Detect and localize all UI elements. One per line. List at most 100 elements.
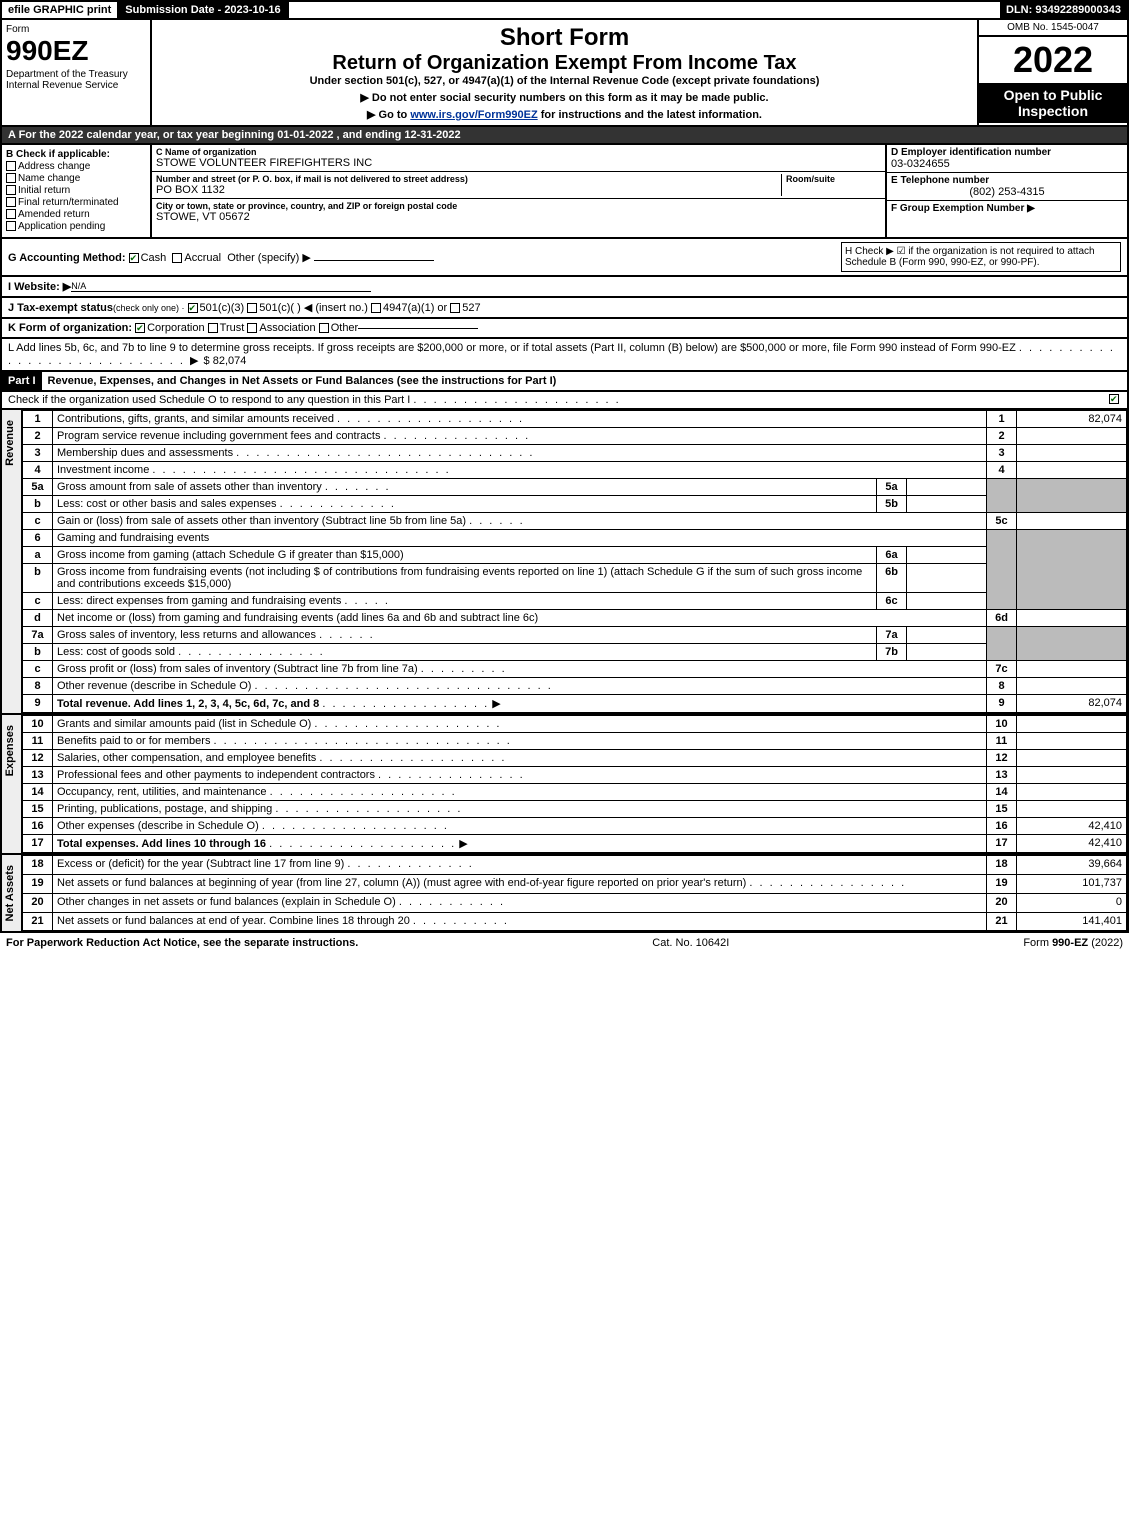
k-label: K Form of organization: bbox=[8, 322, 132, 334]
cb-name-change[interactable]: Name change bbox=[6, 173, 146, 184]
line-1: 1Contributions, gifts, grants, and simil… bbox=[23, 411, 1127, 428]
dln: DLN: 93492289000343 bbox=[1000, 2, 1127, 18]
phone-cell: E Telephone number (802) 253-4315 bbox=[887, 173, 1127, 201]
open-inspection: Open to Public Inspection bbox=[979, 83, 1127, 123]
room-label: Room/suite bbox=[786, 174, 881, 184]
line-7a: 7aGross sales of inventory, less returns… bbox=[23, 627, 1127, 644]
line-6: 6Gaming and fundraising events bbox=[23, 530, 1127, 547]
efile-label[interactable]: efile GRAPHIC print bbox=[2, 2, 119, 18]
cb-trust[interactable] bbox=[208, 323, 218, 333]
other-specify-line bbox=[314, 260, 434, 261]
row-g-h: G Accounting Method: Cash Accrual Other … bbox=[0, 239, 1129, 277]
header-center: Short Form Return of Organization Exempt… bbox=[152, 20, 977, 125]
ein-label: D Employer identification number bbox=[891, 147, 1123, 158]
line-14: 14Occupancy, rent, utilities, and mainte… bbox=[23, 784, 1127, 801]
row-g: G Accounting Method: Cash Accrual Other … bbox=[8, 251, 434, 264]
footer-left: For Paperwork Reduction Act Notice, see … bbox=[6, 937, 358, 949]
part1-label: Part I bbox=[2, 372, 42, 390]
short-form: Short Form bbox=[156, 24, 973, 52]
footer: For Paperwork Reduction Act Notice, see … bbox=[0, 933, 1129, 953]
group-exemption-cell: F Group Exemption Number ▶ bbox=[887, 201, 1127, 216]
form-word: Form bbox=[6, 24, 146, 35]
line-6a: aGross income from gaming (attach Schedu… bbox=[23, 547, 1127, 564]
line-10: 10Grants and similar amounts paid (list … bbox=[23, 716, 1127, 733]
org-name: STOWE VOLUNTEER FIREFIGHTERS INC bbox=[156, 157, 881, 169]
opt-4947: 4947(a)(1) or bbox=[383, 302, 447, 314]
header-left: Form 990EZ Department of the Treasury In… bbox=[2, 20, 152, 125]
line-18: 18Excess or (deficit) for the year (Subt… bbox=[23, 856, 1127, 875]
line-19: 19Net assets or fund balances at beginni… bbox=[23, 874, 1127, 893]
opt-accrual: Accrual bbox=[184, 252, 221, 264]
line-20: 20Other changes in net assets or fund ba… bbox=[23, 893, 1127, 912]
org-name-cell: C Name of organization STOWE VOLUNTEER F… bbox=[152, 145, 885, 172]
line-8: 8Other revenue (describe in Schedule O) … bbox=[23, 678, 1127, 695]
row-j: J Tax-exempt status (check only one) · 5… bbox=[0, 298, 1129, 319]
line-7b: bLess: cost of goods sold . . . . . . . … bbox=[23, 644, 1127, 661]
cb-address-change[interactable]: Address change bbox=[6, 161, 146, 172]
schedule-o-dots: . . . . . . . . . . . . . . . . . . . . … bbox=[413, 394, 620, 406]
line-17: 17Total expenses. Add lines 10 through 1… bbox=[23, 835, 1127, 853]
street: PO BOX 1132 bbox=[156, 184, 781, 196]
header-right: OMB No. 1545-0047 2022 Open to Public In… bbox=[977, 20, 1127, 125]
row-l: L Add lines 5b, 6c, and 7b to line 9 to … bbox=[0, 339, 1129, 372]
cb-accrual[interactable] bbox=[172, 253, 182, 263]
cb-schedule-o[interactable] bbox=[1109, 394, 1119, 404]
schedule-o-check: Check if the organization used Schedule … bbox=[0, 392, 1129, 410]
form-title: Return of Organization Exempt From Incom… bbox=[156, 52, 973, 75]
cb-other-org[interactable] bbox=[319, 323, 329, 333]
line-2: 2Program service revenue including gover… bbox=[23, 428, 1127, 445]
cb-assoc[interactable] bbox=[247, 323, 257, 333]
goto-note: ▶ Go to www.irs.gov/Form990EZ for instru… bbox=[156, 108, 973, 121]
cb-amended-return[interactable]: Amended return bbox=[6, 209, 146, 220]
expenses-table: 10Grants and similar amounts paid (list … bbox=[22, 715, 1127, 853]
revenue-table: 1Contributions, gifts, grants, and simil… bbox=[22, 410, 1127, 713]
netassets-table: 18Excess or (deficit) for the year (Subt… bbox=[22, 855, 1127, 931]
form-subtitle: Under section 501(c), 527, or 4947(a)(1)… bbox=[156, 75, 973, 87]
opt-501c3: 501(c)(3) bbox=[200, 302, 245, 314]
l-amount: $ 82,074 bbox=[204, 355, 247, 367]
street-cell: Number and street (or P. O. box, if mail… bbox=[152, 172, 885, 199]
revenue-vlabel: Revenue bbox=[2, 410, 22, 713]
goto-post: for instructions and the latest informat… bbox=[538, 109, 762, 121]
irs-link[interactable]: www.irs.gov/Form990EZ bbox=[410, 109, 537, 121]
section-bcdef: B Check if applicable: Address change Na… bbox=[0, 145, 1129, 239]
j-label: J Tax-exempt status bbox=[8, 302, 113, 314]
cb-501c3[interactable] bbox=[188, 303, 198, 313]
opt-assoc: Association bbox=[259, 322, 315, 334]
l-text: L Add lines 5b, 6c, and 7b to line 9 to … bbox=[8, 342, 1016, 354]
cb-application-pending[interactable]: Application pending bbox=[6, 221, 146, 232]
line-21: 21Net assets or fund balances at end of … bbox=[23, 912, 1127, 931]
cb-corp[interactable] bbox=[135, 323, 145, 333]
tax-year: 2022 bbox=[979, 37, 1127, 83]
line-12: 12Salaries, other compensation, and empl… bbox=[23, 750, 1127, 767]
cb-527[interactable] bbox=[450, 303, 460, 313]
ein-cell: D Employer identification number 03-0324… bbox=[887, 145, 1127, 173]
cb-4947[interactable] bbox=[371, 303, 381, 313]
line-3: 3Membership dues and assessments . . . .… bbox=[23, 445, 1127, 462]
line-13: 13Professional fees and other payments t… bbox=[23, 767, 1127, 784]
cb-cash[interactable] bbox=[129, 253, 139, 263]
line-9: 9Total revenue. Add lines 1, 2, 3, 4, 5c… bbox=[23, 695, 1127, 713]
i-label: I Website: ▶ bbox=[8, 280, 71, 293]
omb-number: OMB No. 1545-0047 bbox=[979, 20, 1127, 37]
opt-cash: Cash bbox=[141, 252, 167, 264]
part1-title: Revenue, Expenses, and Changes in Net As… bbox=[42, 375, 557, 387]
b-heading: B Check if applicable: bbox=[6, 149, 146, 160]
cb-final-return[interactable]: Final return/terminated bbox=[6, 197, 146, 208]
j-sub: (check only one) · bbox=[113, 303, 185, 313]
phone-label: E Telephone number bbox=[891, 175, 1123, 186]
form-number: 990EZ bbox=[6, 35, 146, 67]
org-name-label: C Name of organization bbox=[156, 147, 881, 157]
goto-pre: ▶ Go to bbox=[367, 109, 410, 121]
netassets-section: Net Assets 18Excess or (deficit) for the… bbox=[0, 855, 1129, 933]
cb-501c[interactable] bbox=[247, 303, 257, 313]
form-header: Form 990EZ Department of the Treasury In… bbox=[0, 20, 1129, 127]
opt-other-org: Other bbox=[331, 322, 359, 334]
opt-other: Other (specify) ▶ bbox=[227, 252, 311, 264]
line-7c: cGross profit or (loss) from sales of in… bbox=[23, 661, 1127, 678]
line-6b: bGross income from fundraising events (n… bbox=[23, 564, 1127, 593]
opt-corp: Corporation bbox=[147, 322, 204, 334]
dept: Department of the Treasury Internal Reve… bbox=[6, 69, 146, 91]
other-org-line bbox=[358, 328, 478, 329]
cb-initial-return[interactable]: Initial return bbox=[6, 185, 146, 196]
